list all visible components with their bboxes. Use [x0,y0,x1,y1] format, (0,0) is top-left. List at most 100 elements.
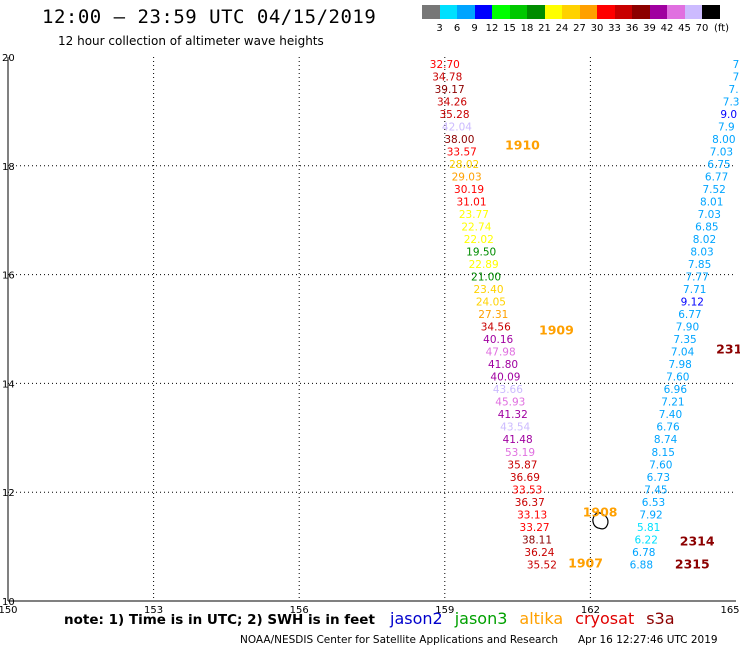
colorbar-tick-label: 45 [678,23,691,34]
data-point-label: 8.00 [712,134,735,146]
x-tick-label: 162 [581,605,600,616]
data-point-label: 8.02 [693,234,716,246]
satellite-label-altika: altika [519,609,564,628]
colorbar-swatch [492,5,510,19]
data-point-label: 6.22 [635,534,658,546]
data-point-label: 41.32 [498,409,528,421]
data-point-label: 34.26 [437,96,467,108]
colorbar-tick-label: 27 [573,23,586,34]
y-tick-label: 18 [2,162,15,173]
pass-time-label: 1909 [539,322,574,337]
colorbar-swatch [649,5,667,19]
colorbar-tick-label: 9 [471,23,478,34]
data-point-label: 35.52 [527,559,557,571]
data-point-label: 27.31 [478,309,508,321]
colorbar-swatch [702,5,720,19]
footer-credit: NOAA/NESDIS Center for Satellite Applica… [240,634,718,646]
colorbar-tick-label: 3 [436,23,443,34]
colorbar-tick-label: 21 [538,23,551,34]
data-point-label: 7. [729,84,739,96]
data-point-label: 6.77 [678,309,701,321]
x-tick-label: 165 [720,605,739,616]
data-point-label: 24.05 [476,297,506,309]
data-point-label: 7.9 [718,121,735,133]
colorbar-swatch [614,5,632,19]
data-point-label: 6.73 [647,472,670,484]
data-point-label: 38.00 [444,134,474,146]
data-point-label: 6.78 [632,547,655,559]
pass-time-label: 2313 [716,341,740,356]
y-tick-label: 10 [2,597,15,608]
satellite-label-cryosat: cryosat [575,609,635,628]
data-point-label: 31.01 [456,197,486,209]
data-point-label: 7.60 [666,372,689,384]
colorbar-tick-label: 15 [503,23,516,34]
data-point-label: 47.98 [486,347,516,359]
y-tick-label: 14 [2,379,15,390]
x-tick-label: 153 [144,605,163,616]
colorbar-swatch [422,5,440,19]
data-point-label: 9.0 [720,109,737,121]
data-point-label: 19.50 [466,247,496,259]
colorbar-swatch [597,5,615,19]
data-point-label: 29.03 [452,171,482,183]
data-point-label: 43.66 [493,384,523,396]
data-point-label: 6.88 [630,559,653,571]
data-point-label: 28.02 [449,159,479,171]
colorbar-tick-label: 70 [695,23,709,34]
data-point-label: 7 [733,71,740,83]
data-point-label: 7.40 [659,409,682,421]
data-point-label: 6.75 [707,159,730,171]
colorbar-swatch [457,5,475,19]
data-point-label: 22.89 [469,259,499,271]
colorbar-tick-label: 12 [485,23,499,34]
colorbar-tick-label: 39 [643,23,656,34]
colorbar-tick-label: 18 [520,23,534,34]
colorbar-swatch [439,5,457,19]
data-point-label: 7.03 [710,146,733,158]
x-tick-label: 150 [0,605,18,616]
island-outline [592,512,609,530]
x-tick-label: 156 [290,605,309,616]
data-point-label: 7.60 [649,459,672,471]
data-point-label: 22.02 [464,234,494,246]
data-point-label: 53.19 [505,447,535,459]
data-point-label: 6.76 [656,422,680,434]
data-point-label: 7.21 [661,397,684,409]
colorbar-swatch [579,5,597,19]
colorbar-tick-label: 6 [453,23,461,34]
data-point-label: 34.78 [432,71,462,83]
data-point-label: 8.01 [700,197,723,209]
data-point-label: 6.85 [695,222,718,234]
colorbar-tick-label: 33 [608,23,621,34]
data-point-label: 33.57 [447,146,477,158]
x-tick-label: 159 [435,605,454,616]
data-point-label: 7.77 [685,272,708,284]
colorbar-tick-label: 42 [660,23,674,34]
pass-time-label: 2315 [675,556,710,571]
data-point-label: 7.35 [673,334,696,346]
data-point-label: 45.93 [495,397,525,409]
colorbar-swatch [509,5,527,19]
chart-title: 12:00 – 23:59 UTC 04/15/2019 [42,6,377,28]
chart-subtitle: 12 hour collection of altimeter wave hei… [58,34,324,48]
colorbar-swatch [632,5,650,19]
data-point-label: 41.80 [488,359,518,371]
data-point-label: 8.03 [690,247,713,259]
note-text: note: 1) Time is in UTC; 2) SWH is in fe… [64,612,375,628]
data-point-label: 9.12 [681,297,704,309]
data-point-label: 7.04 [671,347,695,359]
colorbar-unit: (ft) [713,23,730,34]
colorbar-swatch [527,5,545,19]
data-point-label: 23.77 [459,209,489,221]
colorbar-swatch [667,5,685,19]
footer-timestamp: Apr 16 12:27:46 UTC 2019 [578,634,718,646]
y-tick-label: 12 [2,488,15,499]
data-point-label: 6.77 [705,171,728,183]
colorbar-tick-label: 24 [555,23,569,34]
data-point-label: 34.56 [481,322,511,334]
data-point-label: 33.27 [520,522,550,534]
data-point-label: 7.52 [702,184,725,196]
data-point-label: 32.70 [430,59,460,71]
data-point-label: 7.85 [688,259,711,271]
